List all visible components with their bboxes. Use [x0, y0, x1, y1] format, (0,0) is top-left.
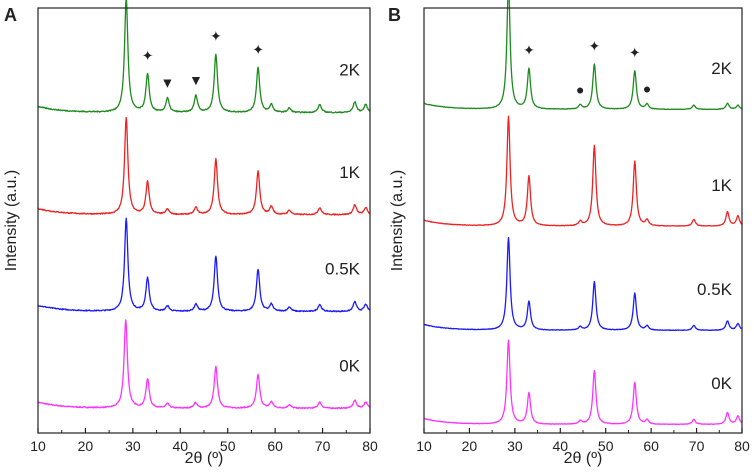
x-tick-label: 20 [462, 438, 478, 454]
impurity-peak-marker: ▼ [161, 75, 175, 91]
x-tick-label: 50 [598, 438, 614, 454]
fluorite-peak-marker: ✦ [252, 41, 264, 57]
series-label-2k: 2K [339, 61, 360, 80]
series-label-0k: 0K [339, 356, 360, 375]
series-label-0.5k: 0.5K [697, 280, 733, 299]
impurity-peak-marker: ▼ [189, 72, 203, 88]
x-tick-label: 10 [30, 438, 46, 454]
series-line-2k [37, 0, 371, 114]
series-line-2k [423, 0, 743, 111]
x-tick-label: 30 [125, 438, 141, 454]
fluorite-peak-marker: ✦ [629, 45, 641, 61]
x-axis-title: 2θ (º) [185, 450, 224, 467]
x-tick-label: 30 [507, 438, 523, 454]
series-line-0k [37, 319, 371, 410]
fluorite-peak-marker: ✦ [210, 28, 222, 44]
series-label-1k: 1K [339, 163, 360, 182]
fluorite-peak-marker: ✦ [588, 38, 600, 54]
series-label-0.5k: 0.5K [325, 260, 361, 279]
x-tick-label: 60 [267, 438, 283, 454]
series-line-1k [37, 116, 371, 216]
series-line-0k [423, 339, 743, 426]
impurity-peak-marker: ● [643, 80, 651, 96]
x-tick-label: 70 [315, 438, 331, 454]
series-line-0.5k [37, 217, 371, 313]
series-label-1k: 1K [711, 176, 732, 195]
x-tick-label: 80 [362, 438, 378, 454]
series-label-2k: 2K [711, 59, 732, 78]
x-tick-label: 40 [552, 438, 568, 454]
series-line-1k [423, 115, 743, 227]
x-axis-title: 2θ (º) [564, 450, 603, 467]
y-axis-title: Intensity (a.u.) [389, 170, 406, 271]
panel-label: B [388, 5, 401, 25]
x-tick-label: 80 [734, 438, 750, 454]
x-tick-label: 10 [416, 438, 432, 454]
series-label-0k: 0K [711, 374, 732, 393]
x-tick-label: 40 [172, 438, 188, 454]
fluorite-peak-marker: ✦ [142, 48, 154, 64]
fluorite-peak-marker: ✦ [523, 42, 535, 58]
impurity-peak-marker: ● [576, 81, 584, 97]
x-tick-label: 50 [220, 438, 236, 454]
x-tick-label: 60 [643, 438, 659, 454]
plot-frame [37, 7, 371, 434]
series-line-0.5k [423, 236, 743, 332]
x-tick-label: 70 [689, 438, 705, 454]
y-axis-title: Intensity (a.u.) [3, 170, 20, 271]
x-tick-label: 20 [78, 438, 94, 454]
panel-label: A [4, 5, 17, 25]
